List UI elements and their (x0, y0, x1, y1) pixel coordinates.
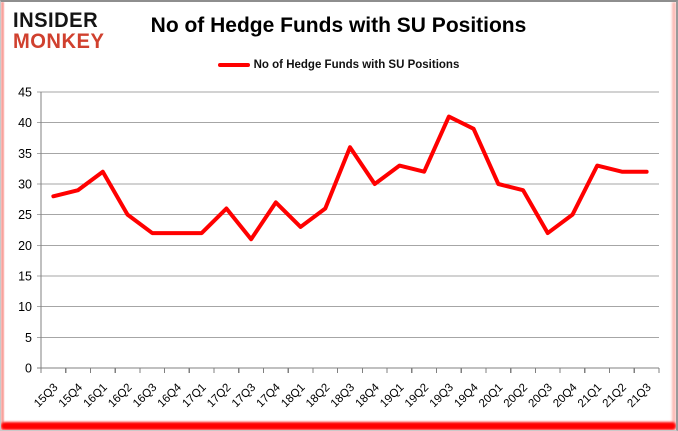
x-axis-label: 18Q2 (304, 382, 332, 410)
right-red-glow (672, 2, 676, 430)
logo-line-insider: INSIDER (13, 9, 99, 32)
x-axis-label: 15Q3 (32, 382, 60, 410)
x-axis-label: 18Q3 (329, 382, 357, 410)
bottom-red-bar (1, 422, 676, 430)
x-axis-label: 19Q2 (403, 382, 431, 410)
x-axis-label: 20Q1 (477, 382, 505, 410)
x-axis-label: 15Q4 (57, 381, 86, 410)
x-axis-label: 20Q2 (502, 382, 530, 410)
y-axis-label: 0 (25, 362, 32, 376)
x-axis-label: 19Q3 (428, 382, 456, 410)
left-red-glow (1, 2, 4, 430)
legend: No of Hedge Funds with SU Positions (1, 59, 676, 71)
x-axis-label: 19Q1 (378, 382, 406, 410)
x-axis-label: 17Q1 (180, 382, 208, 410)
chart-title: No of Hedge Funds with SU Positions (150, 14, 527, 37)
legend-line-swatch (217, 63, 250, 67)
x-axis-label: 17Q3 (230, 382, 258, 410)
x-axis-label: 19Q4 (452, 381, 481, 410)
legend-label: No of Hedge Funds with SU Positions (253, 59, 460, 71)
y-axis-label: 35 (18, 147, 32, 161)
x-axis-label: 18Q1 (279, 382, 307, 410)
y-axis-label: 10 (18, 300, 32, 314)
x-axis-label: 16Q1 (82, 382, 110, 410)
y-axis-label: 15 (18, 270, 32, 284)
y-axis-label: 30 (18, 178, 32, 192)
x-axis-label: 21Q3 (625, 382, 653, 410)
x-axis-label: 17Q2 (205, 382, 233, 410)
y-axis-label: 40 (18, 116, 32, 130)
x-axis-label: 16Q3 (131, 382, 159, 410)
x-axis-label: 18Q4 (353, 381, 382, 410)
y-axis-label: 25 (18, 208, 32, 222)
x-axis-label: 21Q1 (576, 382, 604, 410)
y-axis-label: 20 (18, 239, 32, 253)
insider-monkey-logo: INSIDER MONKEY (13, 10, 104, 52)
x-axis-label: 20Q4 (551, 381, 580, 410)
x-axis-label: 20Q3 (526, 382, 554, 410)
y-axis-label: 5 (25, 331, 32, 345)
x-axis-label: 21Q2 (601, 382, 629, 410)
data-series-line (51, 114, 649, 242)
x-axis-label: 16Q2 (106, 382, 134, 410)
x-axis-label: 17Q4 (255, 381, 284, 410)
x-axis-label: 16Q4 (156, 381, 185, 410)
y-axis-label: 45 (18, 86, 32, 100)
logo-line-monkey: MONKEY (13, 30, 105, 53)
